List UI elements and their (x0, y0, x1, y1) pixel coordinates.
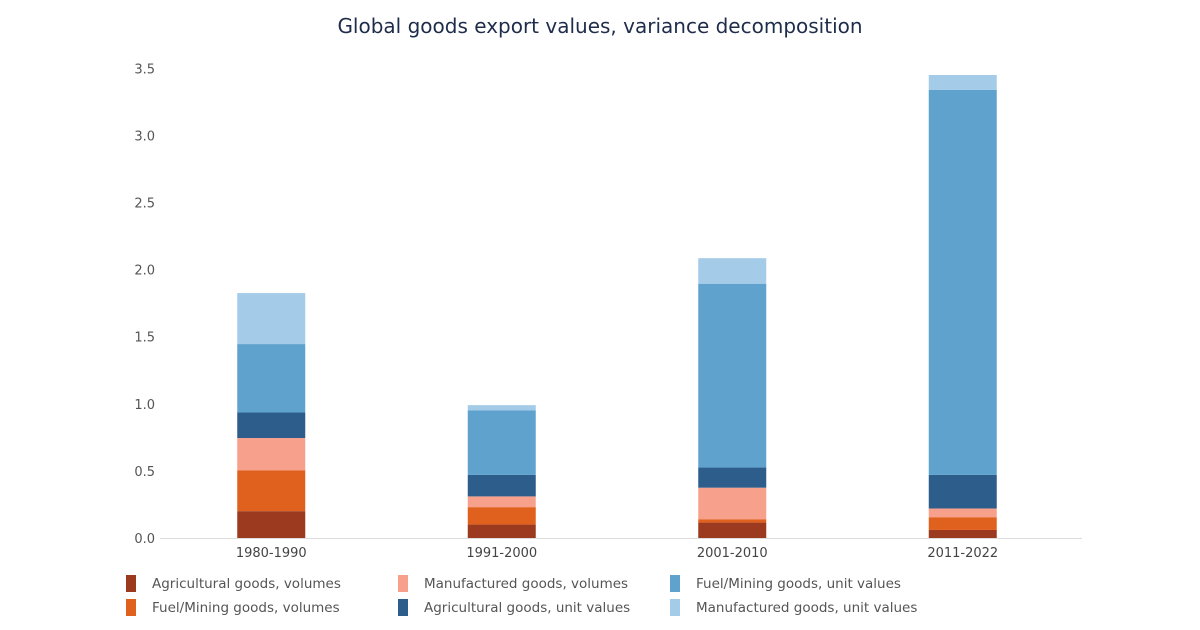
bar-segment-3-3 (928, 474, 997, 509)
bar-segment-2-3 (698, 467, 767, 488)
x-tick-label: 2011-2022 (927, 546, 998, 561)
bar-segment-1-3 (467, 474, 536, 497)
y-tick-label: 2.0 (134, 264, 155, 279)
bar-segment-2-2 (698, 487, 767, 520)
x-tick-label: 1980-1990 (236, 546, 307, 561)
legend-item: Fuel/Mining goods, unit values (670, 575, 901, 592)
y-tick-label: 0.5 (134, 465, 155, 480)
legend-swatch (126, 575, 136, 592)
y-tick-label: 0.0 (134, 532, 155, 547)
bar-segment-1-4 (467, 410, 536, 475)
legend-item: Agricultural goods, volumes (126, 575, 341, 592)
legend-item: Manufactured goods, unit values (670, 599, 917, 616)
stacked-bar-chart: 0.0 0.5 1.0 1.5 2.0 2.5 3.0 3.5 1980-1990 1991-20… (134, 62, 1082, 561)
bar-segment-0-1 (237, 470, 306, 512)
legend-swatch (398, 575, 408, 592)
bar-segment-2-0 (698, 522, 767, 538)
legend-swatch (126, 599, 136, 616)
bar-segment-0-4 (237, 344, 306, 413)
bar-segment-1-1 (467, 507, 536, 525)
bar-segment-1-2 (467, 496, 536, 508)
legend-item: Agricultural goods, unit values (398, 599, 630, 616)
bar-segment-3-4 (928, 89, 997, 475)
y-tick-label: 3.0 (134, 129, 155, 144)
bar-segment-1-5 (467, 405, 536, 411)
bar-segment-0-5 (237, 293, 306, 345)
bar-segment-2-5 (698, 258, 767, 284)
legend-label: Fuel/Mining goods, volumes (152, 599, 340, 616)
bar-segment-2-1 (698, 519, 767, 523)
x-tick-label: 1991-2000 (466, 546, 537, 561)
bar-segment-0-0 (237, 511, 306, 538)
legend-swatch (670, 599, 680, 616)
bar-segment-3-2 (928, 508, 997, 518)
legend-item: Fuel/Mining goods, volumes (126, 599, 340, 616)
bar-segment-1-0 (467, 524, 536, 538)
chart-title: Global goods export values, variance dec… (337, 14, 863, 38)
bar-segment-3-5 (928, 75, 997, 90)
y-tick-label: 3.5 (134, 62, 155, 77)
legend-label: Agricultural goods, volumes (152, 575, 341, 592)
legend-label: Agricultural goods, unit values (424, 599, 631, 616)
y-tick-label: 2.5 (134, 197, 155, 212)
legend-item: Manufactured goods, volumes (398, 575, 628, 592)
legend-swatch (398, 599, 408, 616)
bar-segment-2-4 (698, 283, 767, 468)
bar-segment-3-1 (928, 517, 997, 530)
x-tick-label: 2001-2010 (697, 546, 768, 561)
legend-swatch (670, 575, 680, 592)
y-tick-label: 1.0 (134, 398, 155, 413)
legend-label: Manufactured goods, volumes (424, 575, 629, 592)
bar-segment-0-3 (237, 412, 306, 439)
legend-label: Manufactured goods, unit values (696, 599, 918, 616)
legend-label: Fuel/Mining goods, unit values (696, 575, 901, 592)
y-tick-label: 1.5 (134, 331, 155, 346)
bar-segment-0-2 (237, 438, 306, 471)
bar-segment-3-0 (928, 529, 997, 538)
